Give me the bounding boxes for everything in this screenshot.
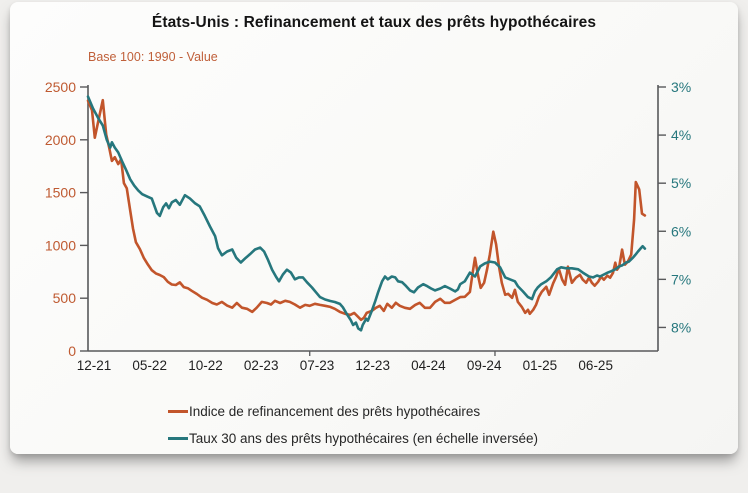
right-axis-tick-label: 5% — [671, 175, 691, 191]
x-axis-tick-label: 12-21 — [77, 358, 112, 373]
right-axis-tick-label: 4% — [671, 127, 691, 143]
legend: Indice de refinancement des prêts hypoth… — [168, 401, 538, 455]
legend-item-refinance-index: Indice de refinancement des prêts hypoth… — [168, 401, 538, 422]
left-axis-tick-label: 500 — [53, 290, 77, 306]
right-axis-tick-label: 3% — [671, 79, 691, 95]
x-axis-tick-label: 09-24 — [467, 358, 502, 373]
left-axis-tick-label: 1500 — [45, 185, 76, 201]
left-axis-tick-label: 0 — [68, 343, 76, 359]
x-axis-tick-label: 02-23 — [244, 358, 279, 373]
refinance-index-line — [86, 98, 647, 322]
left-axis-tick-label: 2000 — [45, 132, 76, 148]
right-axis-tick-label: 7% — [671, 271, 691, 287]
x-axis-tick-label: 04-24 — [411, 358, 446, 373]
left-axis-tick-label: 1000 — [45, 237, 76, 253]
chart-title: États-Unis : Refinancement et taux des p… — [151, 14, 597, 31]
chart-subtitle: Base 100: 1990 - Value — [88, 50, 218, 64]
refinance-line-swatch-icon — [168, 410, 188, 413]
x-axis-tick-label: 01-25 — [523, 358, 558, 373]
chart-plot: 0 500 1000 1500 2000 2500 3% 4% 5% 6% 7% 8% 12-21 05-… — [45, 79, 691, 373]
mortgage-rate-line — [86, 95, 647, 332]
right-axis-tick-label: 8% — [671, 319, 691, 335]
x-axis-tick-label: 10-22 — [188, 358, 223, 373]
x-axis-tick-label: 12-23 — [355, 358, 390, 373]
left-axis-tick-label: 2500 — [45, 79, 76, 95]
chart-card: 0 500 1000 1500 2000 2500 3% 4% 5% 6% 7% 8% 12-21 05-… — [10, 2, 738, 454]
x-axis-tick-label: 06-25 — [578, 358, 613, 373]
x-axis-tick-label: 07-23 — [300, 358, 335, 373]
rate-line-swatch-icon — [168, 437, 188, 440]
legend-label-refinance-index: Indice de refinancement des prêts hypoth… — [189, 404, 481, 419]
right-axis-tick-label: 6% — [671, 223, 691, 239]
legend-item-mortgage-rate: Taux 30 ans des prêts hypothécaires (en … — [168, 428, 538, 449]
legend-label-mortgage-rate: Taux 30 ans des prêts hypothécaires (en … — [189, 431, 538, 446]
x-axis-tick-label: 05-22 — [132, 358, 167, 373]
